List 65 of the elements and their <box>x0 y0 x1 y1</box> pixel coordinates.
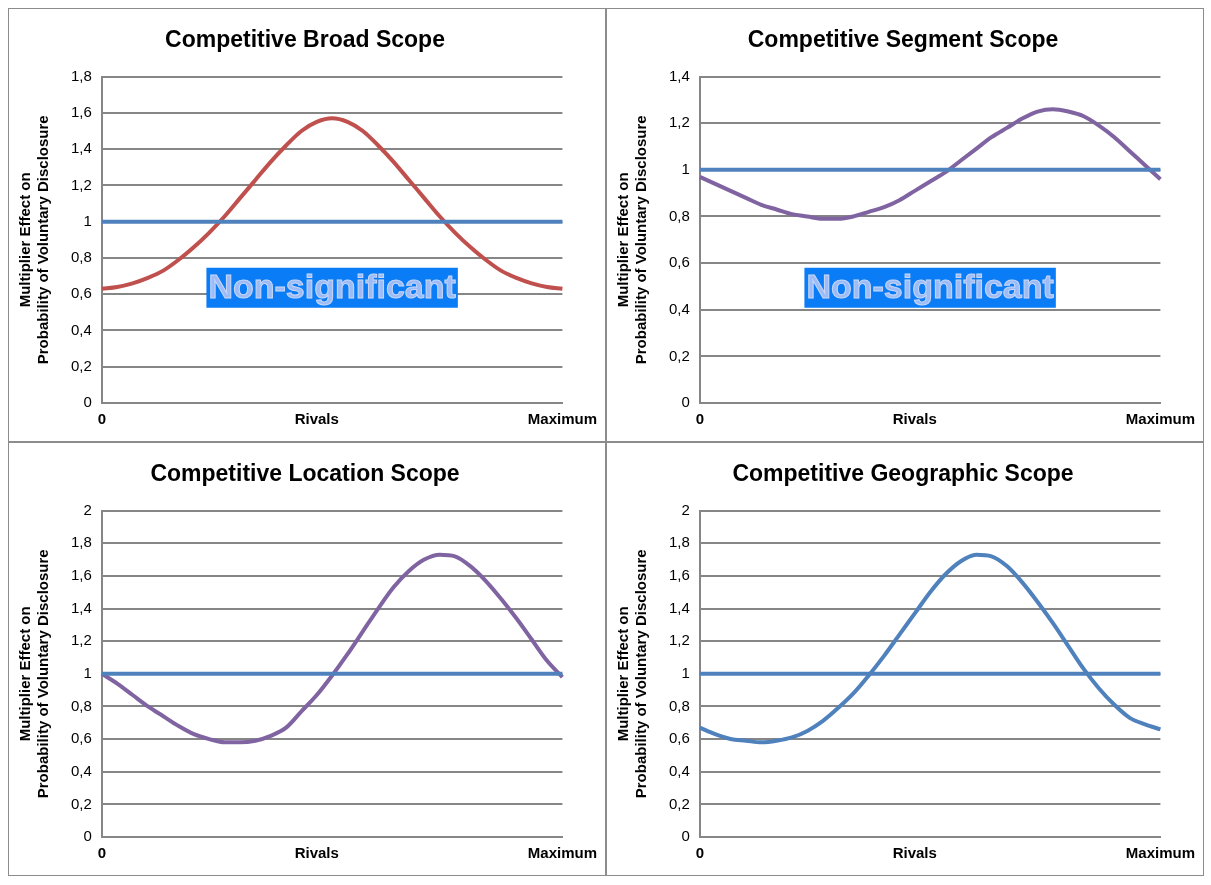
y-tick-label: 0,6 <box>668 253 690 271</box>
chart-title: Competitive Broad Scope <box>165 26 445 53</box>
y-tick-label: 1 <box>681 663 690 681</box>
y-tick-label: 0,4 <box>70 320 92 338</box>
y-tick-label: 1,4 <box>668 598 690 616</box>
y-tick-label: 0,6 <box>70 284 92 302</box>
y-tick-label: 0 <box>83 827 92 845</box>
y-tick-label: 1,2 <box>70 175 92 193</box>
y-tick-label: 0 <box>83 393 92 411</box>
y-tick-label: 0,4 <box>668 299 690 317</box>
x-tick-label: Rivals <box>294 410 339 428</box>
y-tick-label: 0 <box>681 827 690 845</box>
y-tick-label: 0,8 <box>668 696 690 714</box>
y-tick-label: 1,4 <box>70 139 92 157</box>
annotation: Non-significant <box>806 267 1054 306</box>
x-tick-label: Rivals <box>892 410 937 428</box>
y-tick-label: 1 <box>83 211 92 229</box>
y-tick-label: 0,4 <box>668 761 690 779</box>
x-tick-label: Maximum <box>1125 410 1195 428</box>
x-tick-label: 0 <box>695 410 705 428</box>
y-tick-label: 1,6 <box>668 566 690 584</box>
y-tick-label: 1,6 <box>70 566 92 584</box>
chart-title: Competitive Location Scope <box>150 460 460 487</box>
x-tick-label: Maximum <box>1125 844 1195 862</box>
chart-title: Competitive Segment Scope <box>747 26 1059 53</box>
y-tick-label: 0 <box>681 393 690 411</box>
annotation: Non-significant <box>208 267 456 306</box>
y-tick-label: 1,2 <box>668 631 690 649</box>
y-axis-title: Multiplier Effect on Probability of Voluntary Disclosure <box>16 549 52 799</box>
x-tick-label: 0 <box>97 844 107 862</box>
y-tick-label: 1,8 <box>668 533 690 551</box>
chart-title: Competitive Geographic Scope <box>732 460 1074 487</box>
x-tick-label: 0 <box>695 844 705 862</box>
y-tick-label: 0,2 <box>668 346 690 364</box>
y-tick-label: 1,2 <box>70 631 92 649</box>
line-series <box>99 552 565 745</box>
y-axis-title: Multiplier Effect on Probability of Voluntary Disclosure <box>16 115 52 365</box>
y-tick-label: 1,8 <box>70 533 92 551</box>
y-axis-title: Multiplier Effect on Probability of Voluntary Disclosure <box>614 115 650 365</box>
x-tick-label: 0 <box>97 410 107 428</box>
y-tick-label: 0,6 <box>668 729 690 747</box>
line-series <box>697 552 1163 745</box>
y-tick-label: 0,2 <box>70 794 92 812</box>
y-tick-label: 0,6 <box>70 729 92 747</box>
x-tick-label: Maximum <box>527 844 597 862</box>
y-tick-label: 1 <box>681 160 690 177</box>
y-tick-label: 1,4 <box>668 66 690 84</box>
x-tick-label: Maximum <box>527 410 597 428</box>
y-tick-label: 1 <box>83 663 92 681</box>
x-tick-label: Rivals <box>892 844 937 862</box>
y-tick-label: 0,4 <box>70 761 92 779</box>
y-tick-label: 0,2 <box>70 356 92 374</box>
line-series <box>697 107 1163 221</box>
y-tick-label: 0,8 <box>668 206 690 224</box>
y-tick-label: 2 <box>681 500 690 518</box>
y-tick-label: 0,8 <box>70 696 92 714</box>
y-tick-label: 0,8 <box>70 248 92 266</box>
y-tick-label: 1,8 <box>70 66 92 84</box>
y-tick-label: 0,2 <box>668 794 690 812</box>
y-axis-title: Multiplier Effect on Probability of Voluntary Disclosure <box>614 549 650 799</box>
y-tick-label: 1,4 <box>70 598 92 616</box>
y-tick-label: 1,2 <box>668 113 690 131</box>
y-tick-label: 2 <box>83 500 92 518</box>
x-tick-label: Rivals <box>294 844 339 862</box>
y-tick-label: 1,6 <box>70 103 92 121</box>
